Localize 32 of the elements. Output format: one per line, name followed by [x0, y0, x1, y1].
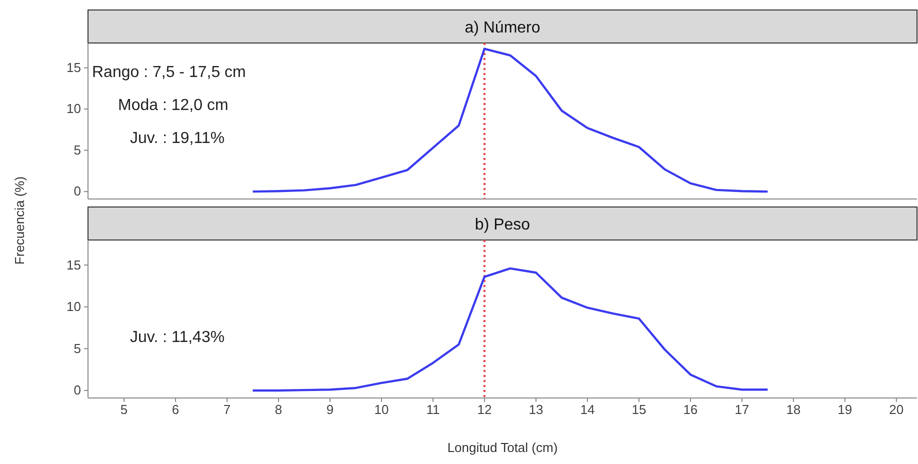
x-tick-label: 10	[374, 402, 389, 418]
chart-title: b) Peso	[474, 216, 530, 234]
y-tick-label: 5	[74, 142, 81, 158]
y-tick-label: 0	[74, 184, 81, 199]
y-axis-title: Frecuencia (%)	[12, 176, 27, 265]
y-tick-label: 0	[74, 382, 81, 398]
x-tick-label: 12	[477, 402, 492, 418]
x-tick-label: 8	[274, 402, 282, 418]
y-tick-label: 10	[66, 299, 81, 314]
x-tick-label: 7	[223, 402, 231, 418]
x-tick-label: 17	[734, 402, 750, 418]
x-tick-label: 14	[580, 402, 595, 418]
x-tick-label: 11	[426, 402, 440, 418]
y-tick-label: 10	[66, 101, 81, 116]
x-tick-label: 20	[889, 402, 904, 418]
x-tick-label: 16	[683, 402, 698, 418]
x-axis-title: Longitud Total (cm)	[447, 440, 558, 455]
chart-title: a) Número	[464, 20, 540, 36]
x-tick-label: 13	[528, 402, 544, 418]
x-tick-label: 15	[632, 402, 646, 418]
x-tick-label: 5	[120, 402, 128, 418]
annotation: Moda : 12,0 cm	[118, 97, 228, 114]
x-tick-label: 19	[838, 402, 852, 418]
x-tick-label: 6	[172, 402, 180, 418]
x-tick-label: 9	[326, 402, 334, 418]
x-tick-label: 18	[786, 402, 801, 418]
annotation: Rango : 7,5 - 17,5 cm	[92, 64, 246, 81]
y-tick-label: 15	[66, 60, 81, 75]
annotation: Juv. : 11,43%	[130, 329, 225, 346]
y-tick-label: 5	[74, 340, 81, 356]
y-tick-label: 15	[66, 257, 81, 272]
annotation: Juv. : 19,11%	[130, 130, 225, 147]
